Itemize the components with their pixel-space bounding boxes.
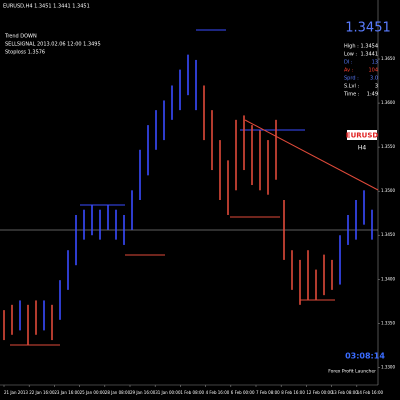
- y-tick-label: 1.3300: [381, 364, 395, 369]
- panel-label: Time :: [343, 92, 360, 98]
- x-tick-label: 28 Jan 08:00: [105, 390, 131, 395]
- x-tick-label: 12 Feb 00:00: [306, 390, 333, 395]
- panel-label: Low :: [344, 52, 357, 58]
- trend-line: [244, 119, 379, 191]
- panel-symbol: EURUSD: [346, 132, 379, 140]
- symbol-header: EURUSD,H4 1.3451 1.3441 1.3451: [3, 4, 90, 10]
- x-tick-label: 22 Jan 16:00: [29, 390, 55, 395]
- y-tick-label: 1.3550: [381, 144, 395, 149]
- y-tick-label: 1.3350: [381, 320, 395, 325]
- info-line: Trend DOWN: [4, 34, 37, 40]
- panel-value: 3.0: [370, 76, 378, 82]
- panel-rows: High :1.3454 Low : 1.3441 DI : 13 Av : 104 Sprd…: [343, 44, 378, 98]
- panel-period: H4: [358, 145, 367, 152]
- panel-value: 1.3454: [361, 44, 379, 50]
- panel-value: 104: [368, 68, 378, 74]
- panel-price: 1.3451: [345, 21, 391, 36]
- info-line: Stoploss 1.3576: [5, 50, 45, 56]
- x-tick-label: 8 Feb 16:00: [281, 390, 305, 395]
- x-tick-label: 4 Feb 16:00: [206, 390, 230, 395]
- x-tick-label: 13 Feb 08:00: [332, 390, 359, 395]
- x-tick-label: 7 Feb 08:00: [256, 390, 280, 395]
- y-tick-label: 1.3600: [381, 100, 395, 105]
- panel-label: High :: [344, 44, 359, 50]
- y-tick-label: 1.3500: [381, 188, 395, 193]
- x-tick-label: 31 Jan 00:00: [155, 390, 181, 395]
- info-line: SELLSIGNAL 2013.02.06 12:00 1.3495: [5, 42, 101, 48]
- panel-value: 13: [372, 60, 378, 66]
- panel-label: S.Lvl :: [344, 84, 359, 90]
- x-tick-label: 29 Jan 16:00: [130, 390, 156, 395]
- panel-value: 3: [375, 84, 378, 90]
- x-tick-label: 23 Jan 16:00: [54, 390, 80, 395]
- symbol-box: [347, 130, 377, 140]
- panel-value: 1:49: [367, 92, 378, 98]
- panel-label: DI :: [344, 60, 353, 66]
- price-bars: [3, 54, 373, 346]
- timer: 03:08:14: [345, 352, 385, 361]
- panel-value: 1.3441: [361, 52, 379, 58]
- x-tick-label: 1 Feb 08:00: [180, 390, 204, 395]
- brand: Forex Profit Launcher: [328, 369, 376, 375]
- x-tick-label: 14 Feb 16:00: [357, 390, 384, 395]
- x-tick-label: 6 Feb 00:00: [231, 390, 255, 395]
- x-tick-label: 21 Jan 2013: [4, 390, 28, 395]
- y-tick-label: 1.3400: [381, 276, 395, 281]
- y-tick-label: 1.3650: [381, 56, 395, 61]
- y-tick-label: 1.3450: [381, 232, 395, 237]
- x-tick-label: 25 Jan 00:00: [80, 390, 106, 395]
- panel-label: Sprd :: [344, 76, 359, 82]
- panel-label: Av :: [344, 68, 354, 74]
